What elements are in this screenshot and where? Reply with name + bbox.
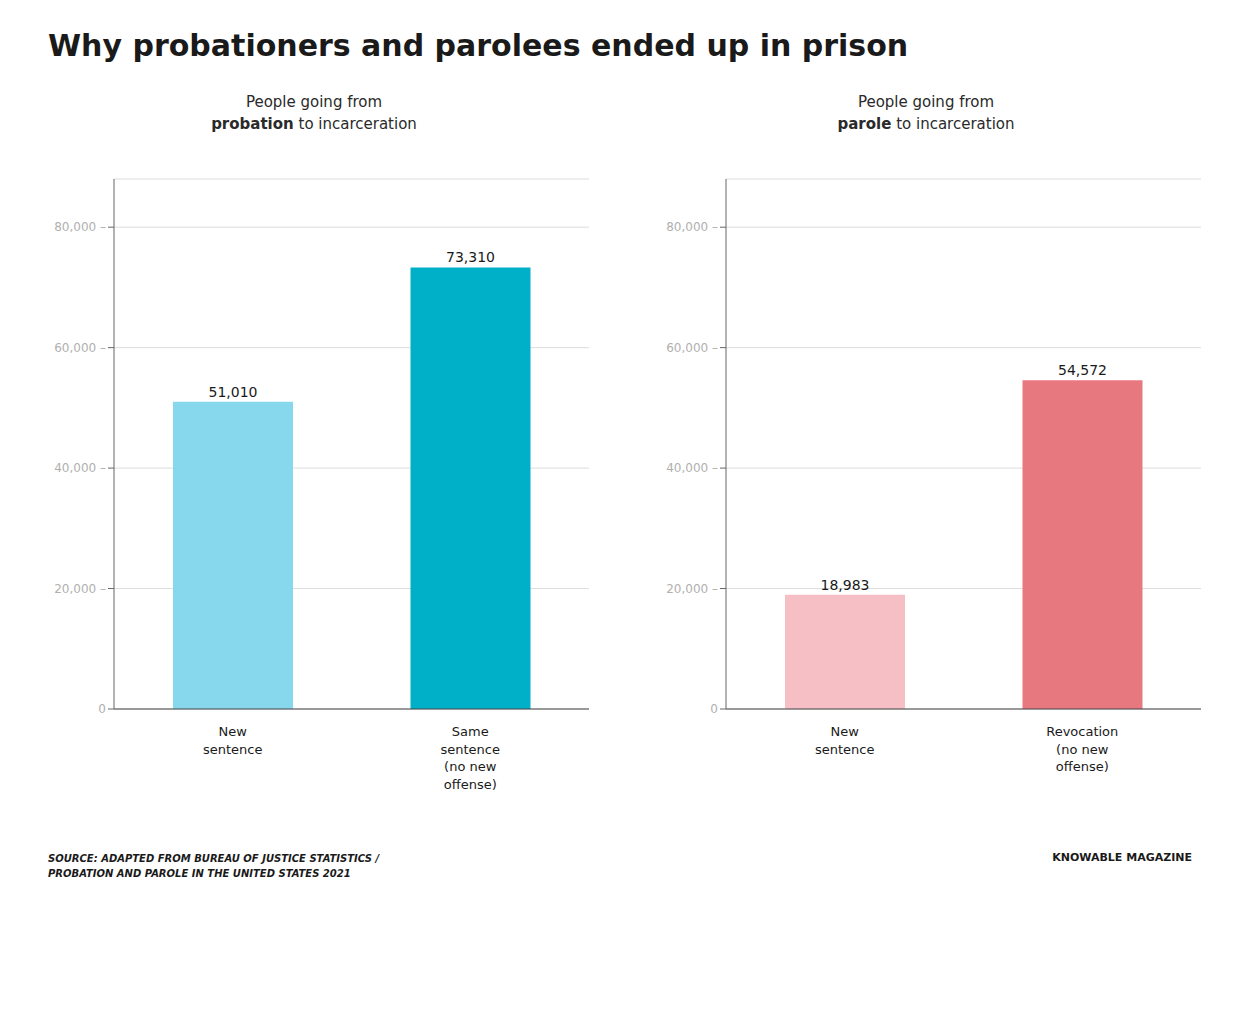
html-text:SOURCE: ADAPTED FROM BUREAU OF: SOURCE: ADAPTED FROM BUREAU OF JUSTICE S… xyxy=(48,853,379,864)
html-text:People going from: People going from xyxy=(857,93,995,111)
html-text:Why probationers and parolees: Why probationers and parolees ended up i… xyxy=(48,28,909,63)
svg-text:0: 0 xyxy=(710,702,718,716)
svg-text:40,000 –: 40,000 – xyxy=(54,461,106,475)
svg-text:51,010: 51,010 xyxy=(209,384,258,400)
svg-text:40,000 –: 40,000 – xyxy=(666,461,718,475)
svg-text:80,000 –: 80,000 – xyxy=(54,220,106,234)
svg-text:Samesentence(no newoffense): Samesentence(no newoffense) xyxy=(441,724,501,792)
svg-text:Newsentence: Newsentence xyxy=(203,724,263,757)
svg-text:60,000 –: 60,000 – xyxy=(666,341,718,355)
svg-text:Revocation(no newoffense): Revocation(no newoffense) xyxy=(1046,724,1118,774)
svg-text:73,310: 73,310 xyxy=(446,249,495,265)
svg-text:0: 0 xyxy=(98,702,106,716)
html-text:People going from: People going from xyxy=(245,93,383,111)
html-text:probation to incarceration: probation to incarceration xyxy=(211,115,417,133)
svg-text:20,000 –: 20,000 – xyxy=(54,582,106,596)
svg-text:18,983: 18,983 xyxy=(821,577,870,593)
html-text:KNOWABLE MAGAZINE: KNOWABLE MAGAZINE xyxy=(1052,851,1192,864)
svg-text:60,000 –: 60,000 – xyxy=(54,341,106,355)
svg-text:20,000 –: 20,000 – xyxy=(666,582,718,596)
html-text:parole to incarceration: parole to incarceration xyxy=(837,115,1015,133)
svg-text:54,572: 54,572 xyxy=(1058,362,1107,378)
svg-text:80,000 –: 80,000 – xyxy=(666,220,718,234)
svg-text:Newsentence: Newsentence xyxy=(815,724,875,757)
html-text:PROBATION AND PAROLE IN THE UN: PROBATION AND PAROLE IN THE UNITED STATE… xyxy=(48,868,351,879)
